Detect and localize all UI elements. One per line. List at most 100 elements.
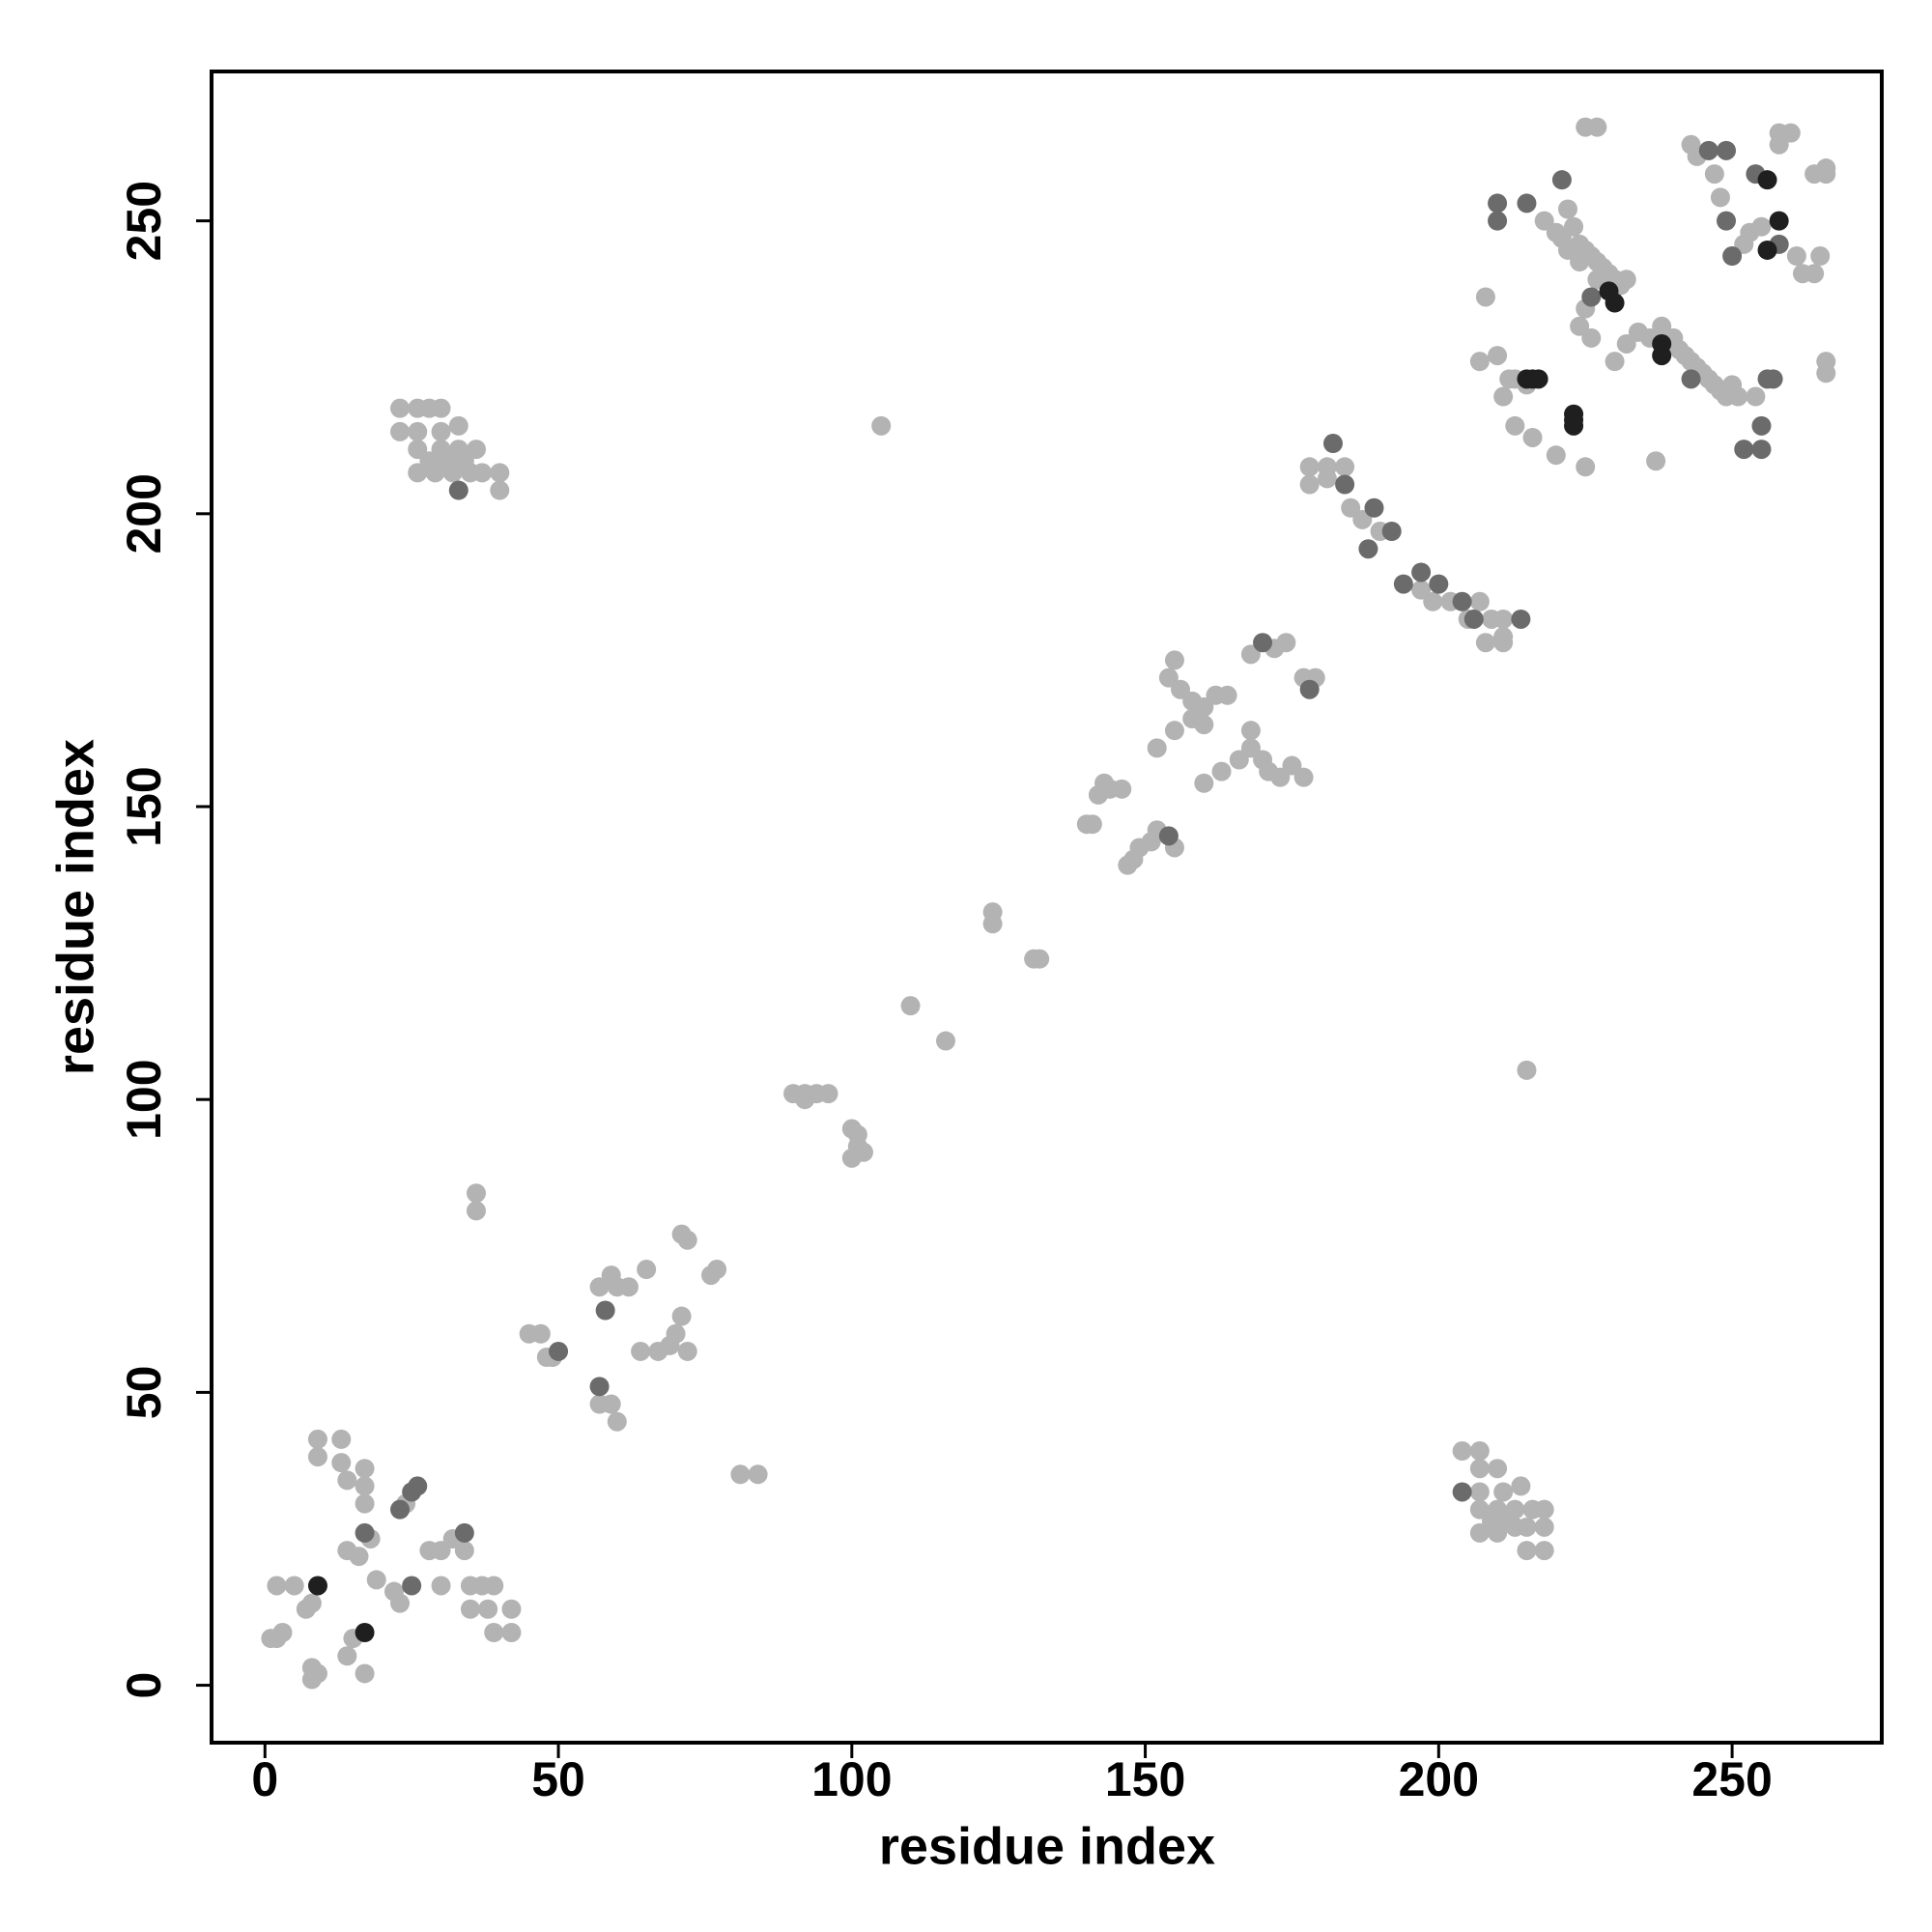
contact-point xyxy=(501,1599,522,1619)
x-tick-label: 0 xyxy=(251,1752,278,1806)
contact-point xyxy=(1528,369,1548,389)
contact-point xyxy=(431,398,451,418)
contact-point xyxy=(1211,761,1232,781)
contact-point xyxy=(1746,386,1766,407)
contact-point xyxy=(707,1260,727,1280)
x-axis-title: residue index xyxy=(879,1817,1215,1875)
contact-point xyxy=(853,1142,873,1162)
contact-point xyxy=(631,1341,651,1361)
contact-point xyxy=(448,415,469,436)
contact-point xyxy=(1581,327,1602,348)
contact-point xyxy=(419,451,440,471)
contact-point xyxy=(408,421,428,441)
contact-point xyxy=(1511,1476,1531,1496)
contact-point xyxy=(1605,293,1625,313)
contact-point xyxy=(1194,715,1214,735)
contact-point xyxy=(795,1090,815,1110)
points xyxy=(261,117,1836,1690)
contact-point xyxy=(1780,123,1801,143)
contact-point xyxy=(284,1576,304,1596)
contact-point xyxy=(1030,949,1050,969)
contact-point xyxy=(355,1522,375,1543)
contact-point xyxy=(1734,440,1754,460)
contact-point xyxy=(431,1541,451,1561)
contact-point xyxy=(936,1031,956,1051)
contact-point xyxy=(730,1464,751,1485)
contact-point xyxy=(1276,633,1296,653)
x-tick-label: 250 xyxy=(1691,1752,1772,1806)
contact-point xyxy=(1786,246,1806,267)
contact-point xyxy=(337,1646,357,1666)
contact-point xyxy=(1557,240,1577,260)
contact-point xyxy=(1522,427,1543,447)
contact-point xyxy=(1722,246,1743,267)
contact-point xyxy=(1728,386,1748,407)
contact-point xyxy=(1158,826,1179,846)
contact-point xyxy=(1564,216,1584,237)
contact-point xyxy=(900,996,921,1016)
contact-point xyxy=(466,1183,486,1204)
contact-point xyxy=(1452,1441,1472,1462)
contact-point xyxy=(1147,738,1167,758)
contact-point xyxy=(301,1658,322,1678)
contact-point xyxy=(1587,270,1607,290)
contact-point xyxy=(355,1493,375,1514)
contact-point xyxy=(671,1306,692,1326)
contact-point xyxy=(1469,1482,1490,1502)
contact-point xyxy=(301,1593,322,1613)
contact-point xyxy=(454,1522,474,1543)
contact-point xyxy=(1469,591,1490,611)
contact-point xyxy=(618,1277,639,1297)
contact-point xyxy=(1282,755,1302,776)
y-tick-label: 50 xyxy=(117,1366,171,1420)
contact-point xyxy=(437,451,457,471)
contact-point xyxy=(1816,363,1836,384)
contact-point xyxy=(549,1341,569,1361)
contact-point xyxy=(1499,1511,1520,1531)
contact-point xyxy=(1358,539,1378,559)
contact-point xyxy=(390,398,411,418)
contact-point xyxy=(1364,497,1384,518)
contact-point xyxy=(402,1576,422,1596)
y-tick-label: 250 xyxy=(117,181,171,261)
contact-point xyxy=(1769,211,1789,231)
contact-point xyxy=(1763,369,1783,389)
x-tick-label: 100 xyxy=(811,1752,892,1806)
contact-point xyxy=(267,1576,287,1596)
y-tick-label: 0 xyxy=(117,1672,171,1699)
y-tick-label: 100 xyxy=(117,1059,171,1139)
contact-point xyxy=(390,1593,411,1613)
contact-point xyxy=(1481,1511,1501,1531)
contact-point xyxy=(1411,562,1432,582)
contact-point xyxy=(454,1541,474,1561)
contact-point xyxy=(1493,386,1514,407)
contact-point xyxy=(1499,369,1520,389)
contact-point xyxy=(355,1663,375,1684)
contact-point xyxy=(1534,211,1554,231)
contact-point xyxy=(982,914,1003,934)
contact-point xyxy=(1511,609,1531,629)
contact-point xyxy=(1469,1522,1490,1543)
contact-point xyxy=(337,1470,357,1491)
contact-point xyxy=(355,1623,375,1643)
contact-point xyxy=(677,1341,697,1361)
contact-point xyxy=(1352,509,1373,529)
contact-point xyxy=(466,440,486,460)
contact-point xyxy=(589,1377,610,1397)
contact-point xyxy=(1557,199,1577,219)
contact-point xyxy=(1534,1541,1554,1561)
contact-point xyxy=(1564,404,1584,424)
contact-point xyxy=(1652,316,1672,336)
contact-point xyxy=(589,1277,610,1297)
contact-point xyxy=(490,463,510,483)
contact-point xyxy=(1469,1499,1490,1520)
contact-point xyxy=(637,1260,657,1280)
contact-point xyxy=(1581,287,1602,307)
contact-point xyxy=(484,1576,504,1596)
contact-point xyxy=(1158,668,1179,688)
contact-point xyxy=(818,1084,838,1104)
contact-point xyxy=(1488,1459,1508,1479)
y-axis-title: residue index xyxy=(46,739,104,1075)
